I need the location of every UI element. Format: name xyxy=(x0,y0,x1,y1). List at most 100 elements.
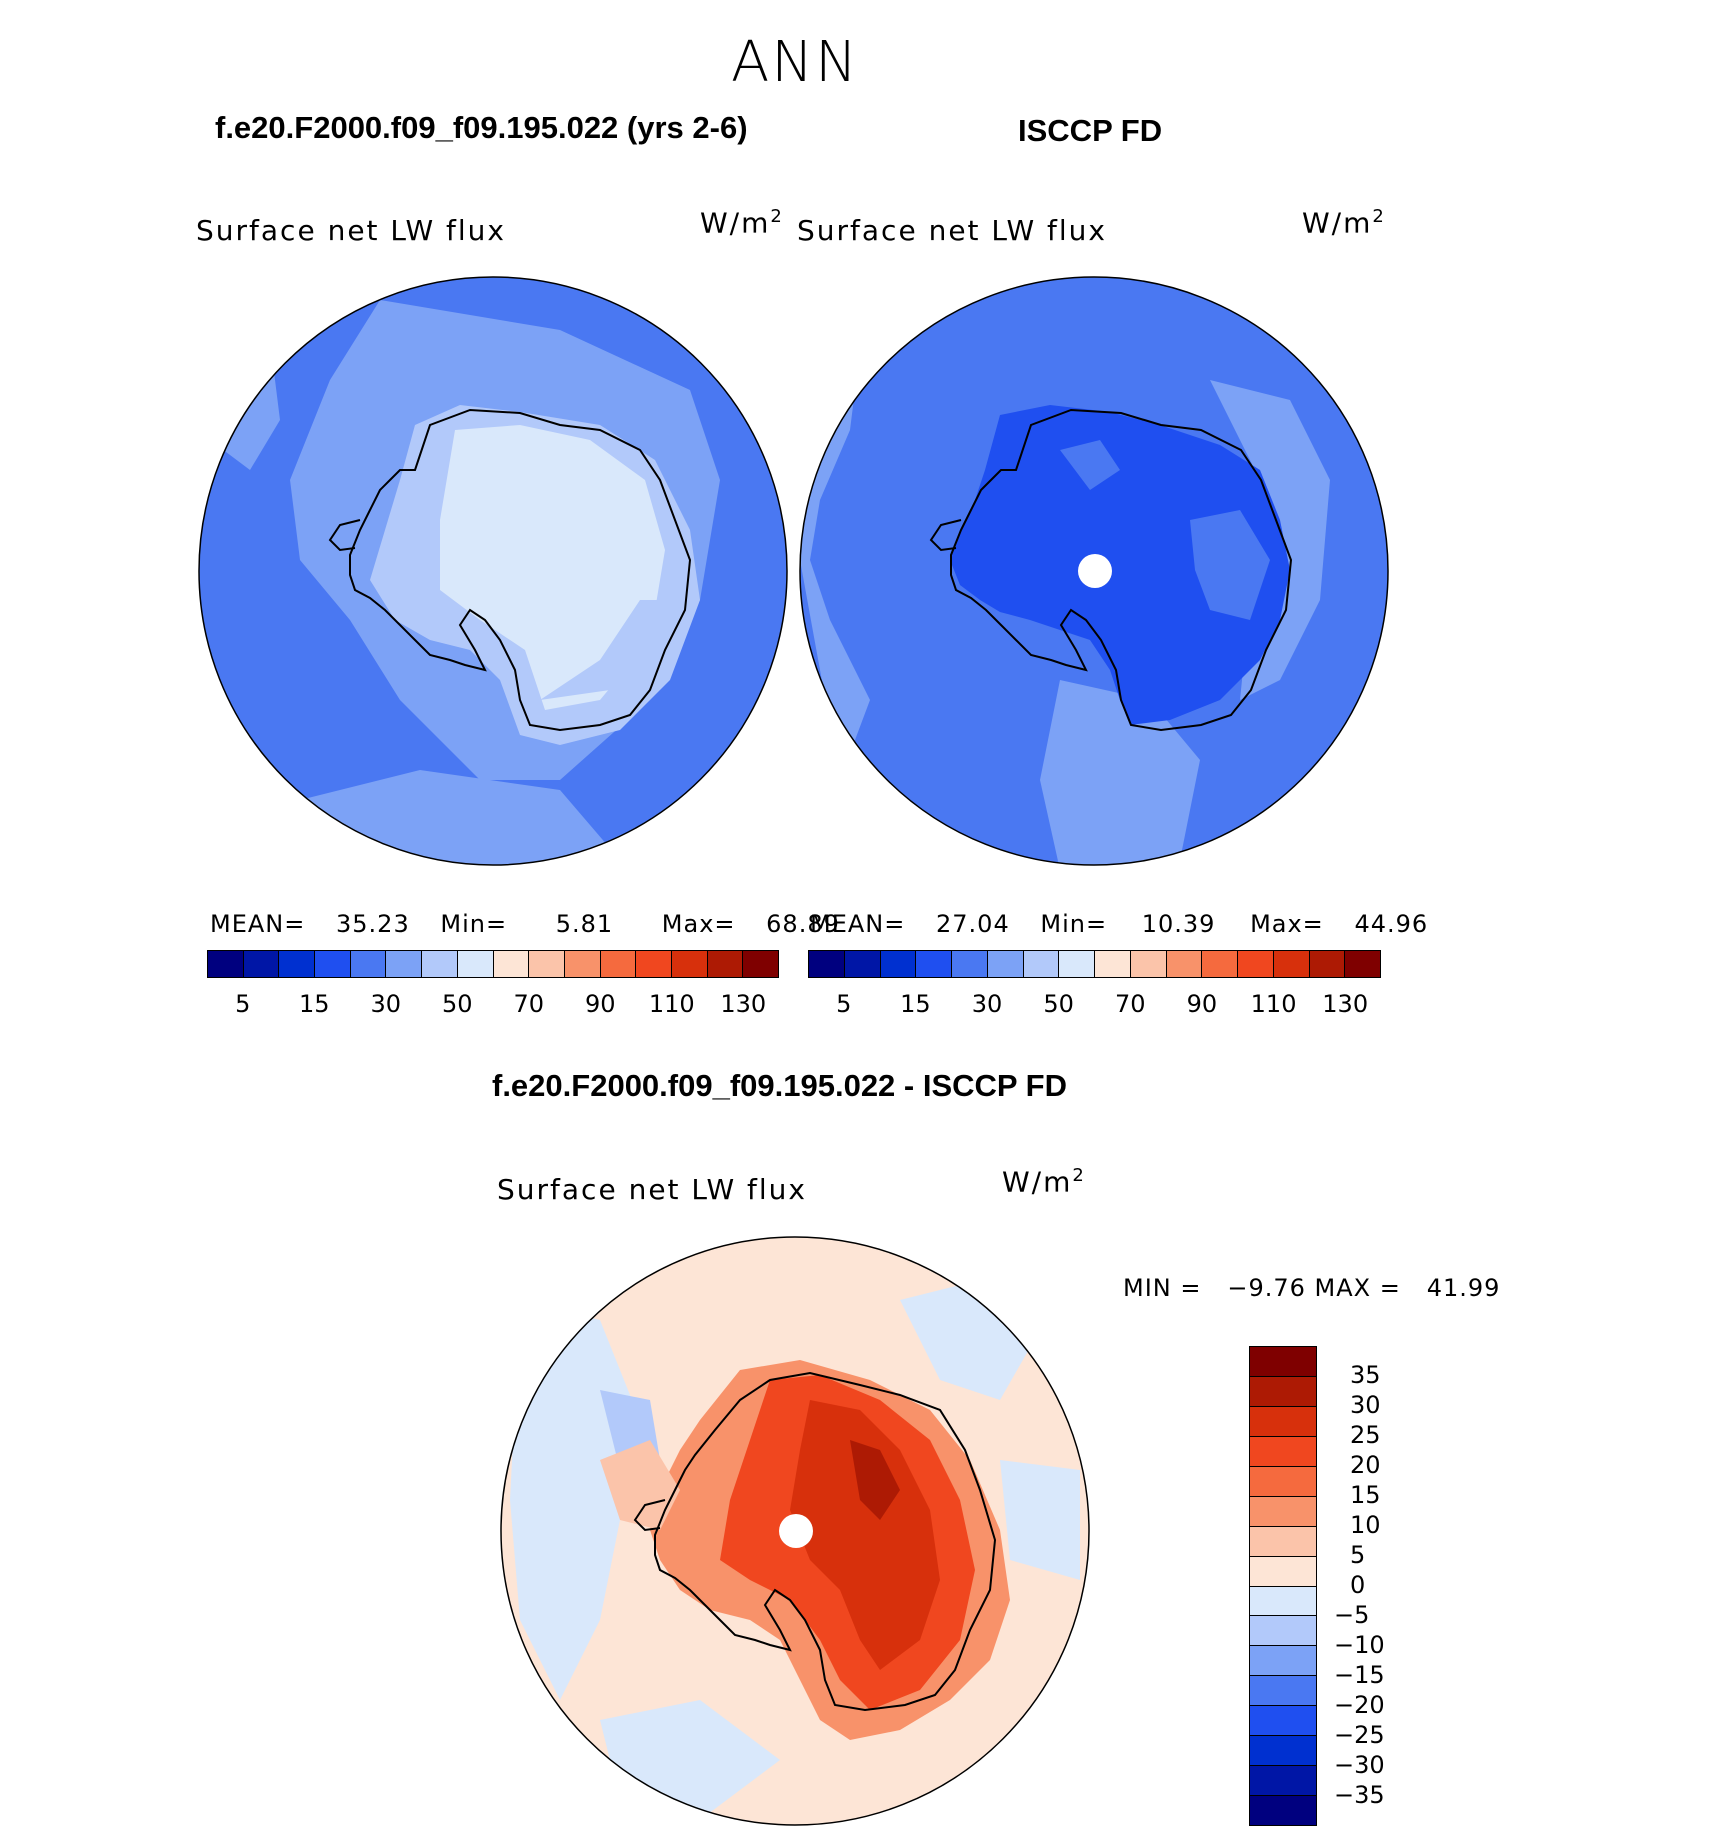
obs-mean-value: 27.04 xyxy=(936,910,1010,938)
diff-colorbar-swatch xyxy=(1250,1526,1316,1557)
diff-colorbar-swatch xyxy=(1250,1347,1316,1377)
diff-colorbar-swatch xyxy=(1250,1496,1316,1527)
diff-colorbar-swatch xyxy=(1250,1586,1316,1617)
diff-variable-label: Surface net LW flux xyxy=(497,1173,807,1206)
obs-colorbar-tick-label: 5 xyxy=(836,990,852,1018)
obs-variable-label: Surface net LW flux xyxy=(797,214,1107,247)
model-colorbar-swatch xyxy=(564,951,601,977)
obs-colorbar-swatch xyxy=(1345,951,1380,977)
diff-colorbar-swatch xyxy=(1250,1436,1316,1467)
model-colorbar-swatch xyxy=(743,951,778,977)
obs-colorbar-swatch xyxy=(1023,951,1060,977)
model-colorbar-swatch xyxy=(315,951,351,977)
model-mean-label: MEAN= xyxy=(210,910,306,938)
diff-coastline xyxy=(654,1371,997,1712)
diff-colorbar-swatch xyxy=(1250,1406,1316,1437)
diff-colorbar-tick-label: 15 xyxy=(1350,1481,1381,1509)
obs-colorbar-tick-label: 15 xyxy=(900,990,931,1018)
obs-colorbar-tick-label: 50 xyxy=(1043,990,1074,1018)
model-colorbar xyxy=(207,950,779,978)
obs-colorbar-swatch xyxy=(844,951,881,977)
obs-colorbar-swatch xyxy=(1238,951,1274,977)
obs-colorbar-swatch xyxy=(1309,951,1346,977)
obs-colorbar-swatch xyxy=(1130,951,1167,977)
obs-colorbar-ticks: 5 15 30 50 70 90 110 130 xyxy=(808,990,1381,1020)
obs-colorbar-tick-label: 110 xyxy=(1250,990,1297,1018)
diff-colorbar-tick-label: 30 xyxy=(1350,1391,1381,1419)
diff-colorbar-swatch xyxy=(1250,1616,1316,1647)
diff-colorbar-tick-label: 0 xyxy=(1350,1571,1366,1599)
obs-colorbar-swatch xyxy=(916,951,952,977)
diff-colorbar-swatch xyxy=(1250,1676,1316,1707)
diff-case-title: f.e20.F2000.f09_f09.195.022 - ISCCP FD xyxy=(492,1068,1067,1103)
model-colorbar-tick-label: 5 xyxy=(235,990,251,1018)
obs-coastline xyxy=(950,408,1293,732)
diff-colorbar-swatch xyxy=(1250,1466,1316,1497)
model-colorbar-swatch xyxy=(350,951,387,977)
model-max-value: 68.89 xyxy=(766,910,840,938)
diff-colorbar-tick-label: 20 xyxy=(1350,1451,1381,1479)
obs-colorbar-swatch xyxy=(880,951,917,977)
model-colorbar-tick-label: 70 xyxy=(513,990,545,1018)
diff-colorbar-tick-label: 5 xyxy=(1350,1541,1366,1569)
obs-colorbar-tick-label: 30 xyxy=(971,990,1003,1018)
obs-max-value: 44.96 xyxy=(1354,910,1429,938)
diff-colorbar-tick-label: 25 xyxy=(1350,1421,1381,1449)
obs-colorbar-tick-label: 130 xyxy=(1322,990,1369,1018)
model-mean-value: 35.23 xyxy=(336,910,410,938)
diff-colorbar-tick-label: −35 xyxy=(1334,1781,1385,1809)
diff-minmax: MIN = −9.76 MAX = 41.99 xyxy=(1123,1274,1501,1302)
obs-mean-label: MEAN= xyxy=(810,910,906,938)
model-colorbar-swatch xyxy=(422,951,458,977)
main-title: ANN xyxy=(730,30,860,95)
model-coastline xyxy=(349,408,692,732)
diff-colorbar-swatch xyxy=(1250,1556,1316,1587)
model-contour-field xyxy=(199,277,787,865)
obs-colorbar-tick-label: 70 xyxy=(1115,990,1146,1018)
model-colorbar-tick-label: 130 xyxy=(720,990,767,1018)
diff-colorbar-swatch xyxy=(1250,1376,1316,1407)
model-colorbar-tick-label: 15 xyxy=(298,990,330,1018)
diff-colorbar-tick-label: −20 xyxy=(1334,1691,1385,1719)
diff-colorbar-tick-label: −10 xyxy=(1334,1631,1385,1659)
model-colorbar-swatch xyxy=(707,951,744,977)
obs-stats: MEAN= 27.04 Min= 10.39 Max= 44.96 xyxy=(810,910,1428,938)
model-variable-label: Surface net LW flux xyxy=(196,214,506,247)
diff-colorbar-tick-label: 35 xyxy=(1350,1361,1381,1389)
model-colorbar-tick-label: 50 xyxy=(441,990,473,1018)
diff-colorbar-tick-label: 10 xyxy=(1350,1511,1381,1539)
obs-colorbar-swatch xyxy=(1202,951,1238,977)
model-colorbar-swatch xyxy=(600,951,637,977)
model-colorbar-ticks: 5 15 30 50 70 90 110 130 xyxy=(207,990,779,1020)
obs-min-label: Min= xyxy=(1040,910,1108,938)
model-colorbar-tick-label: 90 xyxy=(584,990,616,1018)
model-colorbar-swatch xyxy=(636,951,672,977)
model-colorbar-swatch xyxy=(386,951,423,977)
diff-colorbar-tick-label: −15 xyxy=(1334,1661,1385,1689)
diff-colorbar-swatch xyxy=(1250,1706,1316,1737)
model-colorbar-swatch xyxy=(493,951,530,977)
obs-colorbar xyxy=(808,950,1381,978)
model-colorbar-tick-label: 110 xyxy=(648,990,695,1018)
diff-colorbar-tick-label: −30 xyxy=(1334,1751,1385,1779)
diff-colorbar-tick-label: −5 xyxy=(1334,1601,1370,1629)
obs-colorbar-swatch xyxy=(809,951,845,977)
model-units: W/m2 xyxy=(700,206,784,240)
diff-colorbar-swatch xyxy=(1250,1796,1316,1825)
diff-colorbar-swatch xyxy=(1250,1736,1316,1767)
obs-min-value: 10.39 xyxy=(1141,910,1216,938)
obs-max-label: Max= xyxy=(1250,910,1324,938)
diff-colorbar-tick-label: −25 xyxy=(1334,1721,1385,1749)
obs-colorbar-swatch xyxy=(1273,951,1310,977)
model-min-label: Min= xyxy=(440,910,508,938)
obs-colorbar-swatch xyxy=(1166,951,1203,977)
diff-colorbar-ticks: 35 30 25 20 15 10 5 0 −5 −10 −15 −20 −25 −30 −35 xyxy=(1334,1346,1434,1826)
model-colorbar-tick-label: 30 xyxy=(370,990,402,1018)
model-colorbar-swatch xyxy=(529,951,565,977)
obs-case-title: ISCCP FD xyxy=(1018,113,1163,148)
obs-colorbar-swatch xyxy=(952,951,988,977)
obs-colorbar-swatch xyxy=(1059,951,1095,977)
obs-colorbar-swatch xyxy=(987,951,1024,977)
